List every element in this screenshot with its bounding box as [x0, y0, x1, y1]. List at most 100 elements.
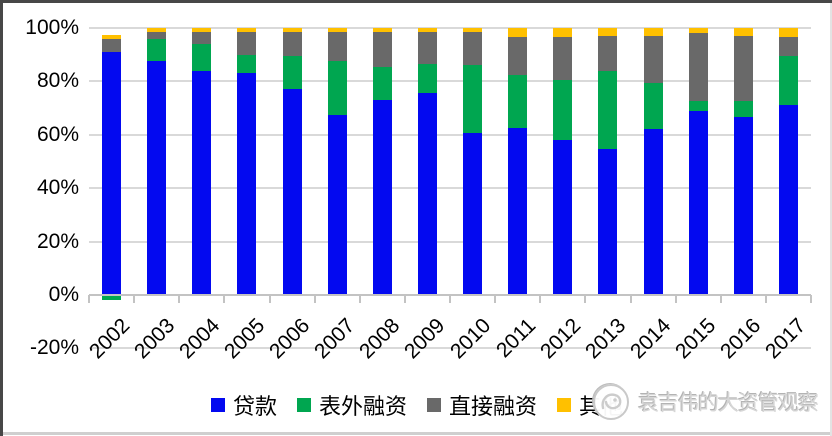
- bar-2013-直接融资: [598, 36, 618, 71]
- bar-2012-表外融资: [553, 80, 573, 141]
- bar-2009-其他: [417, 28, 437, 32]
- x-axis-tick: [494, 295, 497, 303]
- legend-item-direct-financing: 直接融资: [427, 389, 537, 421]
- x-axis-tick: [88, 295, 90, 303]
- bar-2013-贷款: [598, 149, 618, 295]
- legend-label-direct-financing: 直接融资: [449, 394, 538, 419]
- x-axis-tick: [629, 295, 632, 303]
- bar-2002-其他: [102, 34, 122, 39]
- bar-2009-直接融资: [417, 32, 437, 65]
- x-axis-tick: [268, 295, 271, 303]
- legend-item-loans: 贷款: [211, 389, 277, 421]
- y-tick-label: 100%: [25, 16, 79, 39]
- bar-2016-直接融资: [733, 36, 753, 102]
- right-divider: [830, 3, 832, 436]
- bar-2015-直接融资: [688, 33, 708, 102]
- gridline-60%: [89, 133, 811, 136]
- y-tick-label: 20%: [36, 229, 79, 253]
- bar-2004-其他: [192, 28, 212, 32]
- bar-2006-直接融资: [282, 32, 302, 57]
- bar-2011-表外融资: [508, 74, 528, 129]
- bar-2007-直接融资: [327, 32, 347, 62]
- bar-2012-贷款: [553, 140, 573, 295]
- x-axis-tick: [449, 295, 451, 303]
- bar-2009-表外融资: [417, 64, 437, 94]
- bar-2015-贷款: [688, 110, 708, 295]
- bar-2005-贷款: [237, 73, 257, 295]
- x-axis-tick: [584, 295, 587, 303]
- gridline-40%: [89, 187, 811, 190]
- bar-2003-贷款: [147, 61, 167, 295]
- legend-swatch-direct-financing: [427, 398, 442, 412]
- bar-2011-其他: [508, 28, 528, 38]
- bar-2004-直接融资: [192, 32, 212, 44]
- bar-2008-直接融资: [372, 32, 392, 67]
- x-axis-tick: [223, 295, 226, 303]
- bar-2002-贷款: [102, 52, 122, 295]
- bar-2017-表外融资: [778, 56, 798, 106]
- bar-2007-其他: [327, 28, 347, 32]
- bar-2008-其他: [372, 28, 392, 32]
- x-axis-tick: [178, 295, 181, 303]
- y-tick-label: 0%: [48, 283, 79, 306]
- bar-2007-贷款: [327, 114, 347, 295]
- legend-item-off-balance-financing: 表外融资: [297, 389, 407, 421]
- bar-2013-表外融资: [598, 70, 618, 150]
- bar-2011-贷款: [508, 128, 528, 295]
- bar-2014-直接融资: [643, 36, 663, 83]
- x-axis-tick: [313, 295, 316, 303]
- bar-2006-其他: [282, 28, 302, 32]
- bar-2005-其他: [237, 28, 257, 32]
- y-tick-label: 60%: [36, 122, 79, 146]
- bar-2017-直接融资: [778, 37, 798, 57]
- bar-2010-表外融资: [463, 65, 483, 134]
- gridline-20%: [89, 240, 811, 243]
- bar-2006-贷款: [282, 89, 302, 295]
- bar-2003-其他: [147, 28, 167, 32]
- bar-2010-其他: [463, 28, 483, 32]
- bar-2014-其他: [643, 28, 663, 36]
- x-axis-tick: [403, 295, 406, 303]
- bar-2012-其他: [553, 28, 573, 38]
- x-axis-tick: [358, 295, 361, 303]
- y-tick-label: 80%: [36, 69, 79, 93]
- bar-2003-直接融资: [147, 32, 167, 39]
- bar-2015-其他: [688, 28, 708, 34]
- bar-2008-表外融资: [372, 66, 392, 101]
- x-axis-tick: [719, 295, 722, 303]
- bar-2010-直接融资: [463, 32, 483, 66]
- legend-swatch-off-balance-financing: [297, 398, 312, 412]
- x-axis-tick: [133, 295, 136, 303]
- watermark-logo-icon: [593, 384, 629, 420]
- bar-2011-直接融资: [508, 37, 528, 75]
- legend-label-loans: 贷款: [233, 394, 278, 419]
- bar-2015-表外融资: [688, 101, 708, 111]
- bar-2010-贷款: [463, 133, 483, 295]
- x-axis-tick: [674, 295, 677, 303]
- bar-2006-表外融资: [282, 56, 302, 90]
- bar-2005-直接融资: [237, 32, 257, 55]
- bar-2012-直接融资: [553, 37, 573, 81]
- bar-2008-贷款: [372, 100, 392, 295]
- bar-2017-贷款: [778, 105, 798, 295]
- gridline--20%: [89, 347, 811, 350]
- bar-2016-贷款: [733, 117, 753, 295]
- legend-label-off-balance-financing: 表外融资: [319, 394, 408, 419]
- bar-2014-贷款: [643, 129, 663, 295]
- bar-2016-表外融资: [733, 101, 753, 118]
- x-axis-tick: [539, 295, 542, 303]
- legend: 贷款 表外融资 直接融资 其他: [211, 389, 623, 421]
- legend-swatch-loans: [211, 398, 225, 412]
- bar-2004-贷款: [192, 70, 212, 295]
- bar-2004-表外融资: [192, 44, 212, 71]
- bottom-divider: [3, 432, 832, 435]
- y-tick-label: 40%: [36, 176, 79, 200]
- y-tick-label: -20%: [29, 336, 79, 360]
- bar-2002-表外融资: [102, 295, 122, 301]
- bar-2009-贷款: [417, 93, 437, 295]
- bar-2013-其他: [598, 28, 618, 36]
- bar-2016-其他: [733, 28, 753, 36]
- legend-swatch-other: [557, 398, 572, 412]
- x-axis-tick: [810, 295, 812, 303]
